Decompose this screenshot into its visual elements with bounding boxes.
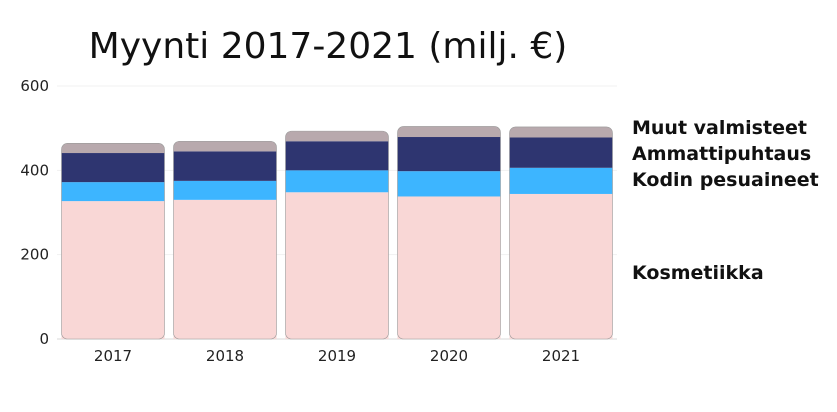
bar-outline-2018	[173, 140, 277, 340]
legend-label: Ammattipuhtaus	[632, 143, 811, 165]
bar-2017-segment-0	[61, 201, 165, 339]
bar-2020-segment-3	[397, 126, 501, 138]
bar-2017-segment-2	[61, 153, 165, 183]
bar-outline-2021	[509, 126, 613, 340]
x-tick-label: 2017	[94, 347, 132, 365]
bar-2019-segment-3	[285, 131, 389, 142]
bar-outline-2017	[61, 143, 165, 340]
bar-2019-segment-0	[285, 192, 389, 339]
bar-outline-2020	[397, 126, 501, 340]
legend: Kosmetiikka Kodin pesuaineet Ammattipuhtau…	[632, 117, 819, 284]
bar-2020-segment-2	[397, 137, 501, 172]
chart-title: Myynti 2017-2021 (milj. €)	[89, 26, 568, 67]
bar-2021-segment-3	[509, 126, 613, 138]
y-tick-label: 0	[39, 330, 49, 348]
bar-2021-segment-2	[509, 137, 613, 168]
bar-2017-segment-3	[61, 143, 165, 154]
bar-2020-segment-0	[397, 196, 501, 339]
y-tick-label: 400	[20, 161, 49, 179]
bar-2020-segment-1	[397, 171, 501, 197]
bar-2019-segment-2	[285, 141, 389, 171]
bar-2019-segment-1	[285, 170, 389, 193]
x-tick-label: 2021	[542, 347, 580, 365]
bar-2021-segment-1	[509, 167, 613, 194]
legend-label: Muut valmisteet	[632, 117, 807, 139]
bar-2018-segment-0	[173, 199, 277, 339]
x-tick-label: 2019	[318, 347, 356, 365]
bar-2017-segment-1	[61, 182, 165, 202]
bar-2021-segment-0	[509, 193, 613, 339]
x-tick-label: 2020	[430, 347, 468, 365]
y-tick-label: 600	[20, 77, 49, 95]
bar-outline-2019	[285, 130, 389, 340]
bar-2018-segment-1	[173, 180, 277, 200]
legend-label: Kodin pesuaineet	[632, 169, 819, 191]
y-axis: 0 200 400 600	[20, 77, 49, 348]
y-tick-label: 200	[20, 246, 49, 264]
x-tick-label: 2018	[206, 347, 244, 365]
bars	[61, 126, 613, 340]
bar-2018-segment-2	[173, 151, 277, 181]
x-axis: 2017 2018 2019 2020 2021	[94, 347, 580, 365]
bar-2018-segment-3	[173, 141, 277, 152]
legend-label: Kosmetiikka	[632, 262, 764, 284]
